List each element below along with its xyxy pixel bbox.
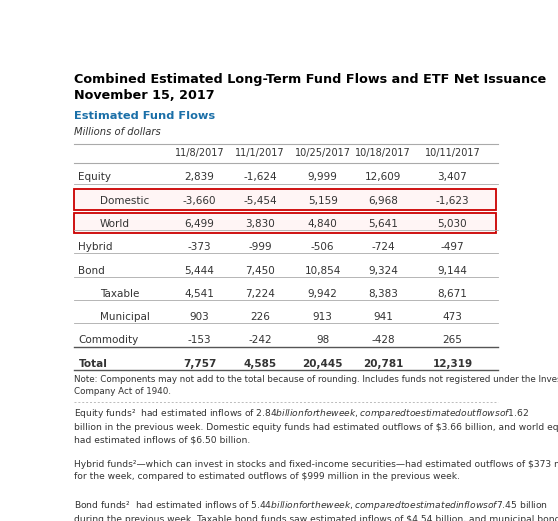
Text: 4,840: 4,840 [308,219,338,229]
Text: 913: 913 [313,312,333,322]
Text: 7,757: 7,757 [183,358,216,368]
Text: 3,407: 3,407 [437,172,468,182]
Text: -506: -506 [311,242,334,252]
Text: 6,968: 6,968 [368,196,398,206]
Text: -1,623: -1,623 [436,196,469,206]
Text: 265: 265 [442,336,463,345]
Text: 5,444: 5,444 [185,266,214,276]
Text: 11/8/2017: 11/8/2017 [175,148,224,158]
Text: -1,624: -1,624 [243,172,277,182]
Bar [74,189,496,210]
Text: -153: -153 [187,336,211,345]
Text: 12,609: 12,609 [365,172,401,182]
Bar [74,213,496,233]
Text: 2,839: 2,839 [185,172,214,182]
Text: Commodity: Commodity [78,336,138,345]
Text: 12,319: 12,319 [432,358,473,368]
Text: -3,660: -3,660 [182,196,217,206]
Text: Bond funds²  had estimated inflows of $5.44 billion for the week, compared to es: Bond funds² had estimated inflows of $5.… [74,499,558,521]
Text: Bond: Bond [78,266,105,276]
Text: 9,144: 9,144 [437,266,468,276]
Text: Taxable: Taxable [100,289,140,299]
Text: 7,450: 7,450 [245,266,275,276]
Text: Estimated Fund Flows: Estimated Fund Flows [74,111,215,121]
Text: World: World [100,219,130,229]
Text: 7,224: 7,224 [245,289,275,299]
Text: 4,541: 4,541 [185,289,214,299]
Text: 5,641: 5,641 [368,219,398,229]
Text: 5,030: 5,030 [437,219,467,229]
Text: 9,942: 9,942 [308,289,338,299]
Text: -242: -242 [248,336,272,345]
Text: 3,830: 3,830 [245,219,275,229]
Text: 9,324: 9,324 [368,266,398,276]
Text: 20,445: 20,445 [302,358,343,368]
Text: 20,781: 20,781 [363,358,403,368]
Text: 473: 473 [442,312,463,322]
Text: Equity: Equity [78,172,112,182]
Text: 4,585: 4,585 [243,358,277,368]
Text: Total: Total [78,358,107,368]
Text: Note: Components may not add to the total because of rounding. Includes funds no: Note: Components may not add to the tota… [74,375,558,396]
Text: -999: -999 [248,242,272,252]
Text: 903: 903 [190,312,209,322]
Text: Hybrid funds²—which can invest in stocks and fixed-income securities—had estimat: Hybrid funds²—which can invest in stocks… [74,460,558,481]
Text: 5,159: 5,159 [308,196,338,206]
Text: -724: -724 [372,242,395,252]
Text: 10/25/2017: 10/25/2017 [295,148,351,158]
Text: Combined Estimated Long-Term Fund Flows and ETF Net Issuance: Combined Estimated Long-Term Fund Flows … [74,72,546,85]
Text: 226: 226 [250,312,270,322]
Text: -428: -428 [372,336,395,345]
Text: -373: -373 [187,242,211,252]
Text: -5,454: -5,454 [243,196,277,206]
Text: 10,854: 10,854 [305,266,341,276]
Text: 11/1/2017: 11/1/2017 [235,148,285,158]
Text: 6,499: 6,499 [185,219,214,229]
Text: 9,999: 9,999 [308,172,338,182]
Text: November 15, 2017: November 15, 2017 [74,89,215,102]
Text: Hybrid: Hybrid [78,242,113,252]
Text: 10/18/2017: 10/18/2017 [355,148,411,158]
Text: 8,383: 8,383 [368,289,398,299]
Text: 941: 941 [373,312,393,322]
Text: -497: -497 [441,242,464,252]
Text: 8,671: 8,671 [437,289,468,299]
Text: Equity funds²  had estimated inflows of $2.84 billion for the week, compared to : Equity funds² had estimated inflows of $… [74,407,558,444]
Text: Municipal: Municipal [100,312,150,322]
Text: 98: 98 [316,336,329,345]
Text: 10/11/2017: 10/11/2017 [425,148,480,158]
Text: Millions of dollars: Millions of dollars [74,127,161,137]
Text: Domestic: Domestic [100,196,150,206]
